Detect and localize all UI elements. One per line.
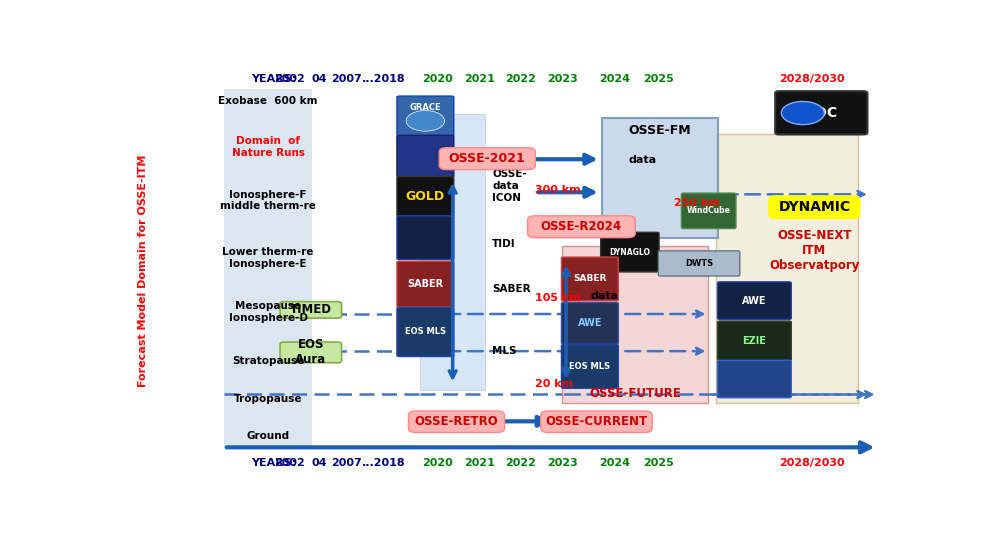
Text: DYNAMIC: DYNAMIC — [779, 200, 850, 214]
FancyBboxPatch shape — [397, 96, 453, 136]
Text: TIDI: TIDI — [492, 239, 516, 249]
FancyBboxPatch shape — [716, 135, 858, 403]
Text: 2007: 2007 — [331, 458, 362, 468]
Text: EOS MLS: EOS MLS — [405, 327, 445, 336]
Text: 04: 04 — [311, 74, 327, 84]
Text: GOLD: GOLD — [406, 190, 445, 203]
Text: 2023: 2023 — [547, 74, 577, 84]
Text: DYNAGLO: DYNAGLO — [609, 248, 651, 257]
Text: OSSE-CURRENT: OSSE-CURRENT — [546, 415, 648, 428]
Text: 2022: 2022 — [505, 458, 536, 468]
Text: SABER: SABER — [408, 279, 443, 289]
FancyBboxPatch shape — [397, 261, 453, 307]
Text: OSSE-NEXT
ITM
Observatpory: OSSE-NEXT ITM Observatpory — [769, 228, 860, 272]
FancyBboxPatch shape — [280, 302, 341, 318]
FancyBboxPatch shape — [562, 246, 708, 403]
Text: Forecast Model Domain for OSSE-ITM: Forecast Model Domain for OSSE-ITM — [138, 154, 148, 387]
Text: 2020: 2020 — [423, 74, 453, 84]
Text: 250 km: 250 km — [674, 198, 719, 207]
Text: OSSE-R2024: OSSE-R2024 — [541, 220, 622, 233]
Text: DWTS: DWTS — [685, 259, 713, 268]
Text: OSSE-RETRO: OSSE-RETRO — [415, 415, 498, 428]
Text: 2025: 2025 — [643, 458, 674, 468]
Text: EZIE: EZIE — [742, 336, 767, 346]
Text: 2002: 2002 — [274, 74, 305, 84]
FancyBboxPatch shape — [775, 91, 867, 135]
Text: Ground: Ground — [247, 431, 290, 441]
Text: 04: 04 — [311, 458, 327, 468]
FancyBboxPatch shape — [409, 411, 505, 433]
FancyBboxPatch shape — [601, 232, 659, 272]
FancyBboxPatch shape — [541, 411, 652, 433]
Text: Stratopause: Stratopause — [232, 356, 305, 367]
Text: Mesopause
Ionosphere-D: Mesopause Ionosphere-D — [228, 301, 308, 323]
FancyBboxPatch shape — [397, 135, 453, 177]
FancyBboxPatch shape — [768, 195, 860, 219]
Text: SABER: SABER — [492, 284, 531, 294]
Text: Domain  of
Nature Runs: Domain of Nature Runs — [232, 136, 305, 158]
Text: 20 km: 20 km — [536, 379, 573, 389]
FancyBboxPatch shape — [397, 216, 453, 259]
Text: 2007: 2007 — [331, 74, 362, 84]
Text: AWE: AWE — [742, 296, 767, 306]
FancyBboxPatch shape — [224, 89, 312, 448]
Text: Tropopause: Tropopause — [234, 393, 303, 404]
FancyBboxPatch shape — [280, 342, 341, 363]
Text: 105 km: 105 km — [536, 293, 581, 302]
Text: AWE: AWE — [577, 318, 602, 328]
Text: YEARS:: YEARS: — [251, 458, 296, 468]
Text: OSSE-FM: OSSE-FM — [629, 124, 691, 137]
Text: OSSE-
data
ICON: OSSE- data ICON — [492, 169, 527, 203]
FancyBboxPatch shape — [420, 114, 485, 390]
Text: 2025: 2025 — [643, 74, 674, 84]
FancyBboxPatch shape — [602, 118, 717, 237]
Text: YEARS:: YEARS: — [251, 74, 296, 84]
Text: 2024: 2024 — [599, 458, 630, 468]
FancyBboxPatch shape — [439, 148, 536, 169]
Text: OSSE-2021: OSSE-2021 — [448, 152, 525, 165]
Text: 2021: 2021 — [463, 458, 495, 468]
FancyBboxPatch shape — [528, 216, 635, 237]
Text: 2020: 2020 — [423, 458, 453, 468]
FancyBboxPatch shape — [717, 282, 792, 319]
Text: 300 km: 300 km — [536, 185, 581, 195]
Text: Ionosphere-F
middle therm-re: Ionosphere-F middle therm-re — [220, 190, 316, 211]
Text: SABER: SABER — [573, 274, 606, 284]
Text: 2022: 2022 — [505, 74, 536, 84]
Text: MLS: MLS — [492, 346, 517, 356]
Text: data: data — [629, 155, 657, 165]
FancyBboxPatch shape — [659, 251, 740, 276]
Text: ...2018: ...2018 — [362, 458, 406, 468]
FancyBboxPatch shape — [561, 302, 618, 344]
Text: 2023: 2023 — [547, 458, 577, 468]
Text: OSSE-FUTURE: OSSE-FUTURE — [589, 387, 682, 400]
FancyBboxPatch shape — [561, 345, 618, 388]
FancyBboxPatch shape — [717, 321, 792, 361]
FancyBboxPatch shape — [397, 308, 453, 356]
FancyBboxPatch shape — [561, 257, 618, 301]
Text: Lower therm-re
Ionosphere-E: Lower therm-re Ionosphere-E — [222, 248, 313, 269]
Text: 2028/2030: 2028/2030 — [780, 74, 845, 84]
Circle shape — [782, 101, 824, 124]
Text: 2028/2030: 2028/2030 — [780, 458, 845, 468]
FancyBboxPatch shape — [717, 360, 792, 398]
Text: GDC: GDC — [805, 106, 838, 120]
Circle shape — [406, 110, 444, 131]
Text: Exobase  600 km: Exobase 600 km — [218, 96, 317, 107]
FancyBboxPatch shape — [397, 176, 453, 216]
Text: data: data — [590, 291, 619, 301]
Text: EOS MLS: EOS MLS — [569, 362, 610, 371]
Text: EOS
Aura: EOS Aura — [296, 338, 326, 367]
FancyBboxPatch shape — [682, 193, 736, 228]
Text: WindCube: WindCube — [686, 206, 730, 215]
Text: ...2018: ...2018 — [362, 74, 406, 84]
Text: GRACE: GRACE — [410, 103, 441, 112]
Text: 2021: 2021 — [463, 74, 495, 84]
Text: 2002: 2002 — [274, 458, 305, 468]
Text: TIMED: TIMED — [290, 303, 331, 316]
Text: 2024: 2024 — [599, 74, 630, 84]
